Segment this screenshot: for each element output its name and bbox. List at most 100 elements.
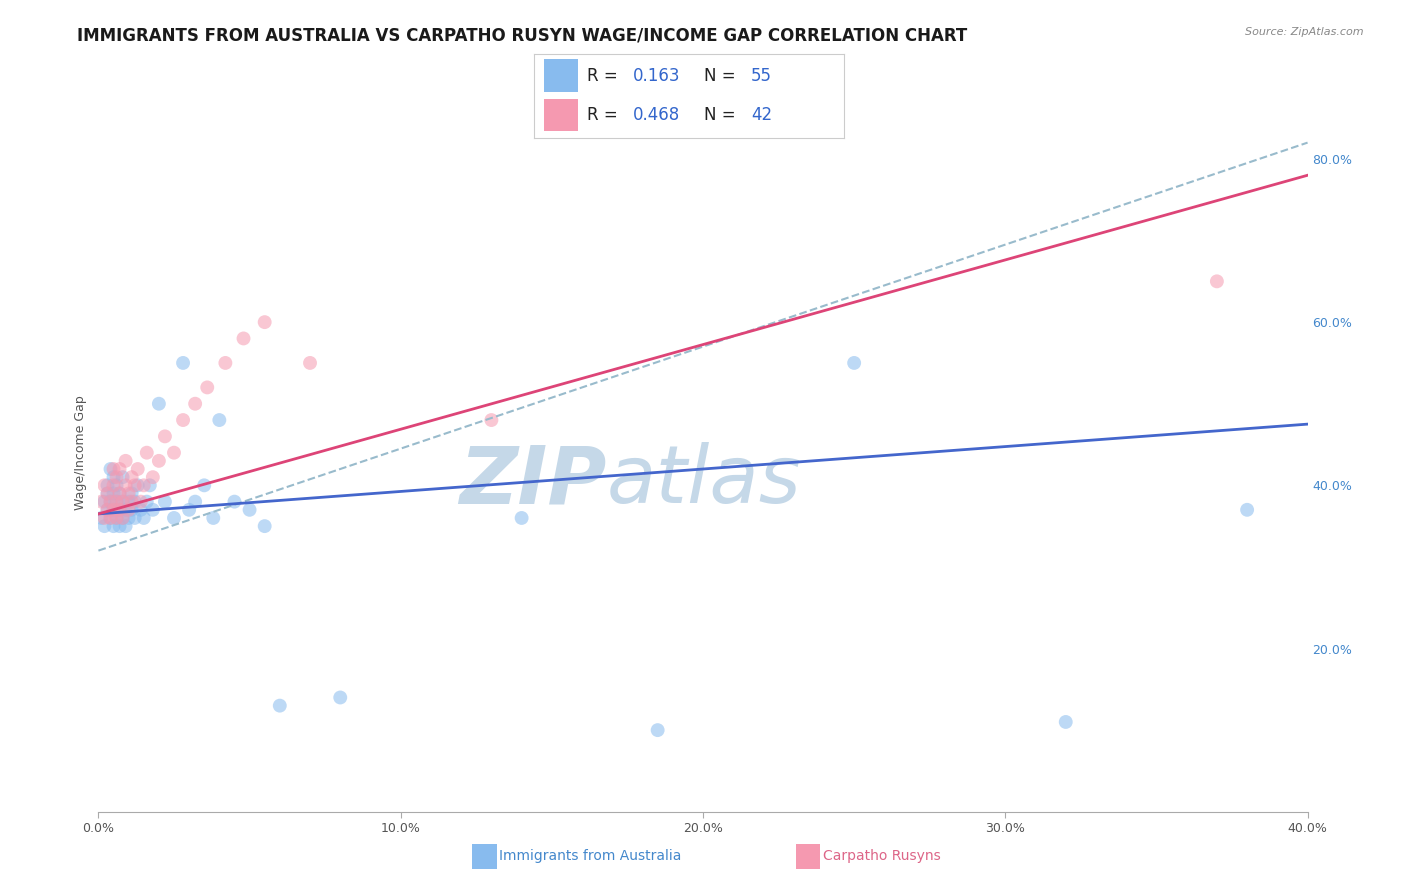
Point (100, 511, 122, 525)
Point (208, 413, 231, 427)
Point (224, 494, 246, 508)
Point (108, 519, 131, 533)
Text: 55: 55 (751, 67, 772, 85)
Point (121, 494, 143, 508)
Point (184, 494, 207, 508)
Point (510, 511, 533, 525)
Point (142, 470, 165, 484)
Point (163, 445, 186, 460)
Point (96, 478, 118, 492)
Point (253, 315, 276, 329)
Point (111, 494, 134, 508)
Point (103, 519, 125, 533)
Point (118, 486, 141, 500)
Point (108, 486, 131, 500)
Point (329, 690, 352, 705)
Point (93, 478, 115, 492)
Point (1206, 274, 1229, 288)
Point (105, 494, 128, 508)
Text: R =: R = (586, 67, 623, 85)
Point (139, 478, 162, 492)
Point (127, 462, 149, 476)
Text: N =: N = (704, 67, 741, 85)
Point (111, 494, 134, 508)
Point (299, 356, 322, 370)
Point (118, 511, 141, 525)
Point (269, 698, 291, 713)
Point (96, 503, 118, 517)
Text: atlas: atlas (606, 442, 801, 520)
Y-axis label: Wage/Income Gap: Wage/Income Gap (75, 395, 87, 510)
Point (114, 519, 136, 533)
Text: Source: ZipAtlas.com: Source: ZipAtlas.com (1246, 27, 1364, 37)
Point (108, 486, 131, 500)
Text: N =: N = (704, 106, 741, 124)
Point (105, 494, 128, 508)
Point (239, 503, 262, 517)
Point (148, 397, 170, 411)
Point (96, 486, 118, 500)
Point (103, 470, 125, 484)
Point (103, 503, 125, 517)
Point (93, 519, 115, 533)
Point (105, 511, 128, 525)
Point (184, 397, 207, 411)
Point (124, 478, 146, 492)
Point (90, 494, 112, 508)
Point (121, 486, 143, 500)
Point (105, 470, 128, 484)
Point (114, 454, 136, 468)
Point (114, 478, 136, 492)
Point (96, 486, 118, 500)
Point (129, 494, 152, 508)
Point (148, 454, 170, 468)
Point (118, 503, 141, 517)
Point (90, 511, 112, 525)
Point (153, 494, 176, 508)
Point (179, 503, 201, 517)
Point (135, 494, 157, 508)
Point (108, 503, 131, 517)
Point (93, 494, 115, 508)
Point (135, 445, 157, 460)
Point (1236, 503, 1258, 517)
Point (93, 511, 115, 525)
Point (153, 429, 176, 443)
Point (193, 478, 215, 492)
Point (103, 478, 125, 492)
Text: 42: 42 (751, 106, 772, 124)
Text: Carpatho Rusyns: Carpatho Rusyns (823, 849, 941, 863)
Point (100, 494, 122, 508)
Point (111, 470, 134, 484)
Point (195, 380, 218, 394)
FancyBboxPatch shape (544, 99, 578, 131)
Point (105, 478, 128, 492)
Point (214, 356, 236, 370)
Point (100, 462, 122, 476)
Point (100, 494, 122, 508)
Point (105, 511, 128, 525)
Point (172, 413, 194, 427)
Point (172, 356, 194, 370)
Text: ZIP: ZIP (458, 442, 606, 520)
Text: IMMIGRANTS FROM AUSTRALIA VS CARPATHO RUSYN WAGE/INCOME GAP CORRELATION CHART: IMMIGRANTS FROM AUSTRALIA VS CARPATHO RU… (77, 27, 967, 45)
Point (103, 486, 125, 500)
Point (111, 511, 134, 525)
Point (103, 503, 125, 517)
Point (108, 462, 131, 476)
Point (118, 494, 141, 508)
Point (100, 511, 122, 525)
Point (202, 511, 225, 525)
Text: Immigrants from Australia: Immigrants from Australia (499, 849, 682, 863)
Point (1054, 714, 1077, 729)
Point (96, 503, 118, 517)
Point (103, 462, 125, 476)
Point (132, 511, 155, 525)
Point (111, 511, 134, 525)
Point (163, 511, 186, 525)
Text: 0.163: 0.163 (633, 67, 681, 85)
Point (127, 478, 149, 492)
Point (142, 503, 165, 517)
Point (121, 503, 143, 517)
Point (232, 331, 254, 345)
